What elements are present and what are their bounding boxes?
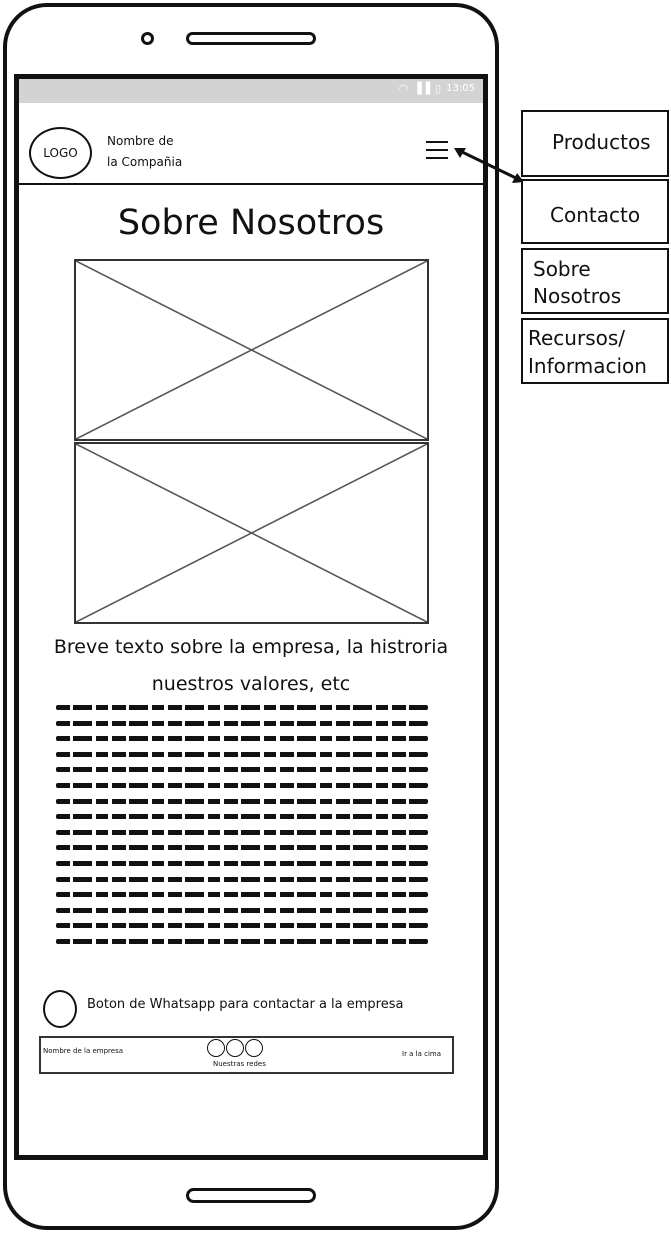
menu-item-productos[interactable]: Productos	[521, 110, 669, 177]
status-bar: ◠ ▐▐ ▯ 13:05	[19, 79, 483, 103]
battery-icon: ▯	[435, 82, 442, 95]
image-placeholder	[74, 259, 429, 441]
home-button[interactable]	[186, 1188, 316, 1203]
wifi-icon: ◠	[398, 82, 409, 95]
logo-text: LOGO	[43, 146, 78, 160]
back-to-top-link[interactable]: Ir a la cima	[402, 1050, 442, 1058]
social-label: Nuestras redes	[213, 1060, 266, 1068]
social-icon[interactable]	[245, 1039, 263, 1057]
intro-text: Breve texto sobre la empresa, la histror…	[53, 636, 449, 695]
whatsapp-button[interactable]	[43, 990, 77, 1028]
menu-item-contacto[interactable]: Contacto	[521, 179, 669, 244]
company-name: Nombre de la Compañia	[107, 134, 183, 169]
footer-company-name: Nombre de la empresa	[43, 1047, 124, 1055]
status-time: 13:05	[446, 83, 475, 94]
header-divider	[19, 183, 483, 185]
page-title: Sobre Nosotros	[117, 203, 385, 243]
camera-icon	[141, 32, 154, 45]
social-icon[interactable]	[226, 1039, 244, 1057]
signal-icon: ▐▐	[413, 82, 431, 95]
menu-item-recursos[interactable]: Recursos/ Informacion	[521, 318, 669, 384]
image-placeholder	[74, 442, 429, 624]
social-links	[207, 1039, 267, 1059]
menu-item-sobre-nosotros[interactable]: Sobre Nosotros	[521, 248, 669, 314]
phone-screen: ◠ ▐▐ ▯ 13:05 LOGO Nombre de la Compañia …	[14, 74, 488, 1160]
footer: Nombre de la empresa Nuestras redes Ir a…	[39, 1036, 454, 1074]
placeholder-text-block	[56, 705, 428, 963]
logo[interactable]: LOGO	[29, 127, 92, 179]
speaker-top	[186, 32, 316, 45]
whatsapp-label: Boton de Whatsapp para contactar a la em…	[87, 997, 404, 1012]
double-arrow-icon	[454, 148, 524, 183]
social-icon[interactable]	[207, 1039, 225, 1057]
hamburger-icon[interactable]	[426, 141, 448, 161]
